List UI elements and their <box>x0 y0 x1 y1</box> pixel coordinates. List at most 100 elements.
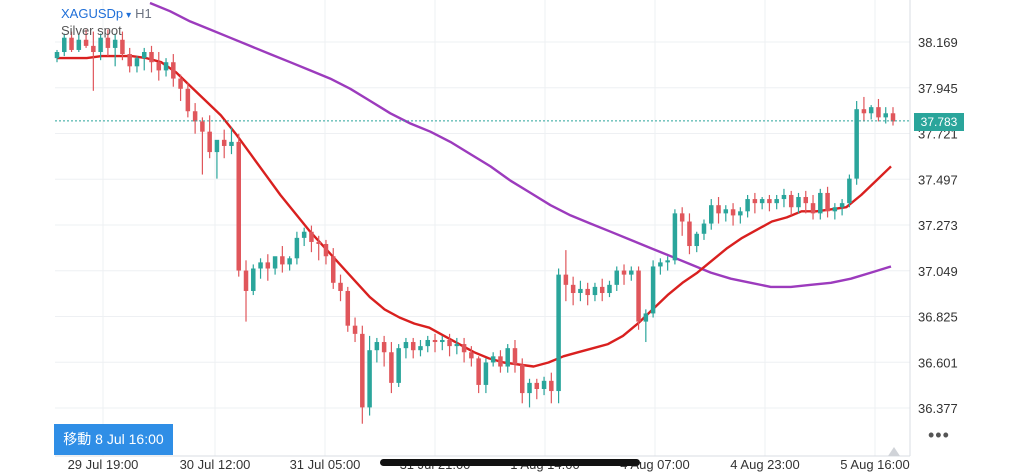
candle-up <box>214 139 220 153</box>
x-tick-label: 29 Jul 19:00 <box>68 457 139 472</box>
candle-down <box>469 352 474 359</box>
candle-down <box>825 192 830 212</box>
candle-down <box>570 284 576 294</box>
candle-up <box>287 258 292 265</box>
triangle-up-icon[interactable] <box>888 447 900 456</box>
candle-down <box>69 37 74 50</box>
candle-down <box>679 213 685 222</box>
candle-up <box>723 209 729 214</box>
slow-ma-layer <box>149 1 892 289</box>
candle-up <box>818 192 823 214</box>
candle-down <box>265 262 271 269</box>
candle-down <box>563 274 569 285</box>
candle-up <box>658 262 663 267</box>
x-tick-label: 4 Aug 23:00 <box>730 457 799 472</box>
candle-down <box>788 194 794 208</box>
candle-up <box>854 109 859 179</box>
candle-up <box>614 270 620 285</box>
candle-up <box>672 213 678 261</box>
current-price-tag: 37.783 <box>914 113 964 131</box>
candles-layer[interactable] <box>54 29 896 424</box>
candle-down <box>636 270 641 322</box>
candle-up <box>796 197 801 208</box>
candle-up <box>229 141 234 146</box>
y-axis: 38.16937.94537.72137.49737.27337.04936.8… <box>918 35 958 416</box>
candle-up <box>527 382 532 394</box>
candle-down <box>687 221 692 247</box>
candle-up <box>76 39 82 50</box>
fast-ma-line <box>57 54 892 368</box>
y-tick-label: 36.825 <box>918 310 958 325</box>
candle-up <box>650 266 656 314</box>
candle-up <box>541 380 547 390</box>
candle-up <box>556 274 561 392</box>
slow-ma-line <box>149 1 892 289</box>
candle-down <box>243 270 249 291</box>
candle-up <box>505 348 510 367</box>
candle-up <box>832 207 838 212</box>
symbol-description: Silver spot <box>61 23 122 38</box>
candle-down <box>127 54 132 67</box>
home-indicator <box>380 459 640 466</box>
candle-down <box>476 358 481 385</box>
candle-up <box>665 260 670 263</box>
candle-up <box>367 350 372 408</box>
candle-up <box>883 113 888 118</box>
candle-down <box>512 348 518 365</box>
candle-up <box>592 286 598 296</box>
candle-up <box>440 339 445 343</box>
candle-down <box>200 121 205 132</box>
symbol-label: XAGUSDp <box>61 6 124 21</box>
candle-down <box>352 325 358 334</box>
chart-grid <box>55 0 911 457</box>
candle-down <box>803 197 809 204</box>
candle-down <box>316 241 321 244</box>
symbol-selector[interactable]: XAGUSDp ▾ H1 <box>61 6 152 21</box>
candle-down <box>730 209 736 216</box>
candle-up <box>163 62 169 71</box>
candle-up <box>701 223 707 234</box>
candle-up <box>418 346 423 351</box>
candle-up <box>607 284 612 294</box>
y-tick-label: 38.169 <box>918 35 958 50</box>
candle-up <box>839 203 845 208</box>
y-tick-label: 37.497 <box>918 172 958 187</box>
candle-down <box>389 352 394 383</box>
candle-up <box>54 52 60 59</box>
candle-down <box>192 111 198 122</box>
candle-down <box>381 342 387 353</box>
x-tick-label: 31 Jul 05:00 <box>290 457 361 472</box>
candle-up <box>643 313 649 322</box>
candle-down <box>585 288 590 296</box>
candle-up <box>301 231 307 238</box>
candle-down <box>716 205 721 214</box>
candle-down <box>861 109 867 114</box>
candle-up <box>134 58 140 67</box>
y-tick-label: 37.049 <box>918 264 958 279</box>
candle-down <box>432 339 438 343</box>
candle-down <box>91 45 96 53</box>
navigate-date-badge[interactable]: 移動 8 Jul 16:00 <box>54 424 173 455</box>
candle-down <box>120 39 125 55</box>
candle-up <box>112 39 118 48</box>
more-options-icon[interactable]: ••• <box>928 425 950 445</box>
candle-up <box>709 205 714 224</box>
candle-down <box>876 107 881 118</box>
candle-down <box>207 131 212 153</box>
candle-up <box>425 339 431 347</box>
y-tick-label: 36.377 <box>918 401 958 416</box>
candle-down <box>178 78 183 89</box>
candle-up <box>403 342 409 349</box>
candle-down <box>360 333 365 408</box>
candle-up <box>578 288 583 294</box>
candle-up <box>483 362 489 385</box>
candle-down <box>621 270 627 275</box>
candle-down <box>549 380 554 392</box>
candle-up <box>62 37 67 53</box>
candle-down <box>752 199 758 204</box>
candle-down <box>236 141 241 271</box>
candle-down <box>330 256 336 283</box>
candle-down <box>447 339 452 347</box>
candle-down <box>410 342 416 351</box>
